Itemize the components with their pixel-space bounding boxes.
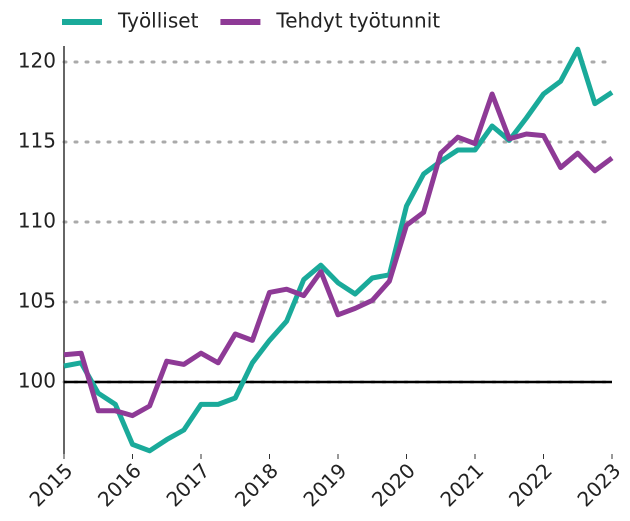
x-tick-label: 2022 [504, 458, 557, 511]
x-tick-label: 2016 [93, 458, 146, 511]
series-line [63, 46, 614, 454]
legend-label: Tehdyt työtunnit [275, 9, 440, 33]
y-tick-label: 100 [18, 369, 56, 393]
x-tick-label: 2018 [230, 458, 283, 511]
x-tick-label: 2015 [24, 458, 77, 511]
series-line [63, 91, 614, 419]
y-tick-label: 115 [18, 129, 56, 153]
x-tick-label: 2017 [161, 458, 214, 511]
x-tick-label: 2019 [298, 458, 351, 511]
y-tick-label: 105 [18, 289, 56, 313]
y-tick-label: 120 [18, 49, 56, 73]
x-tick-label: 2023 [572, 458, 625, 511]
x-tick-label: 2021 [435, 458, 488, 511]
y-tick-label: 110 [18, 209, 56, 233]
x-tick-label: 2020 [367, 458, 420, 511]
legend-label: Työlliset [117, 9, 199, 33]
